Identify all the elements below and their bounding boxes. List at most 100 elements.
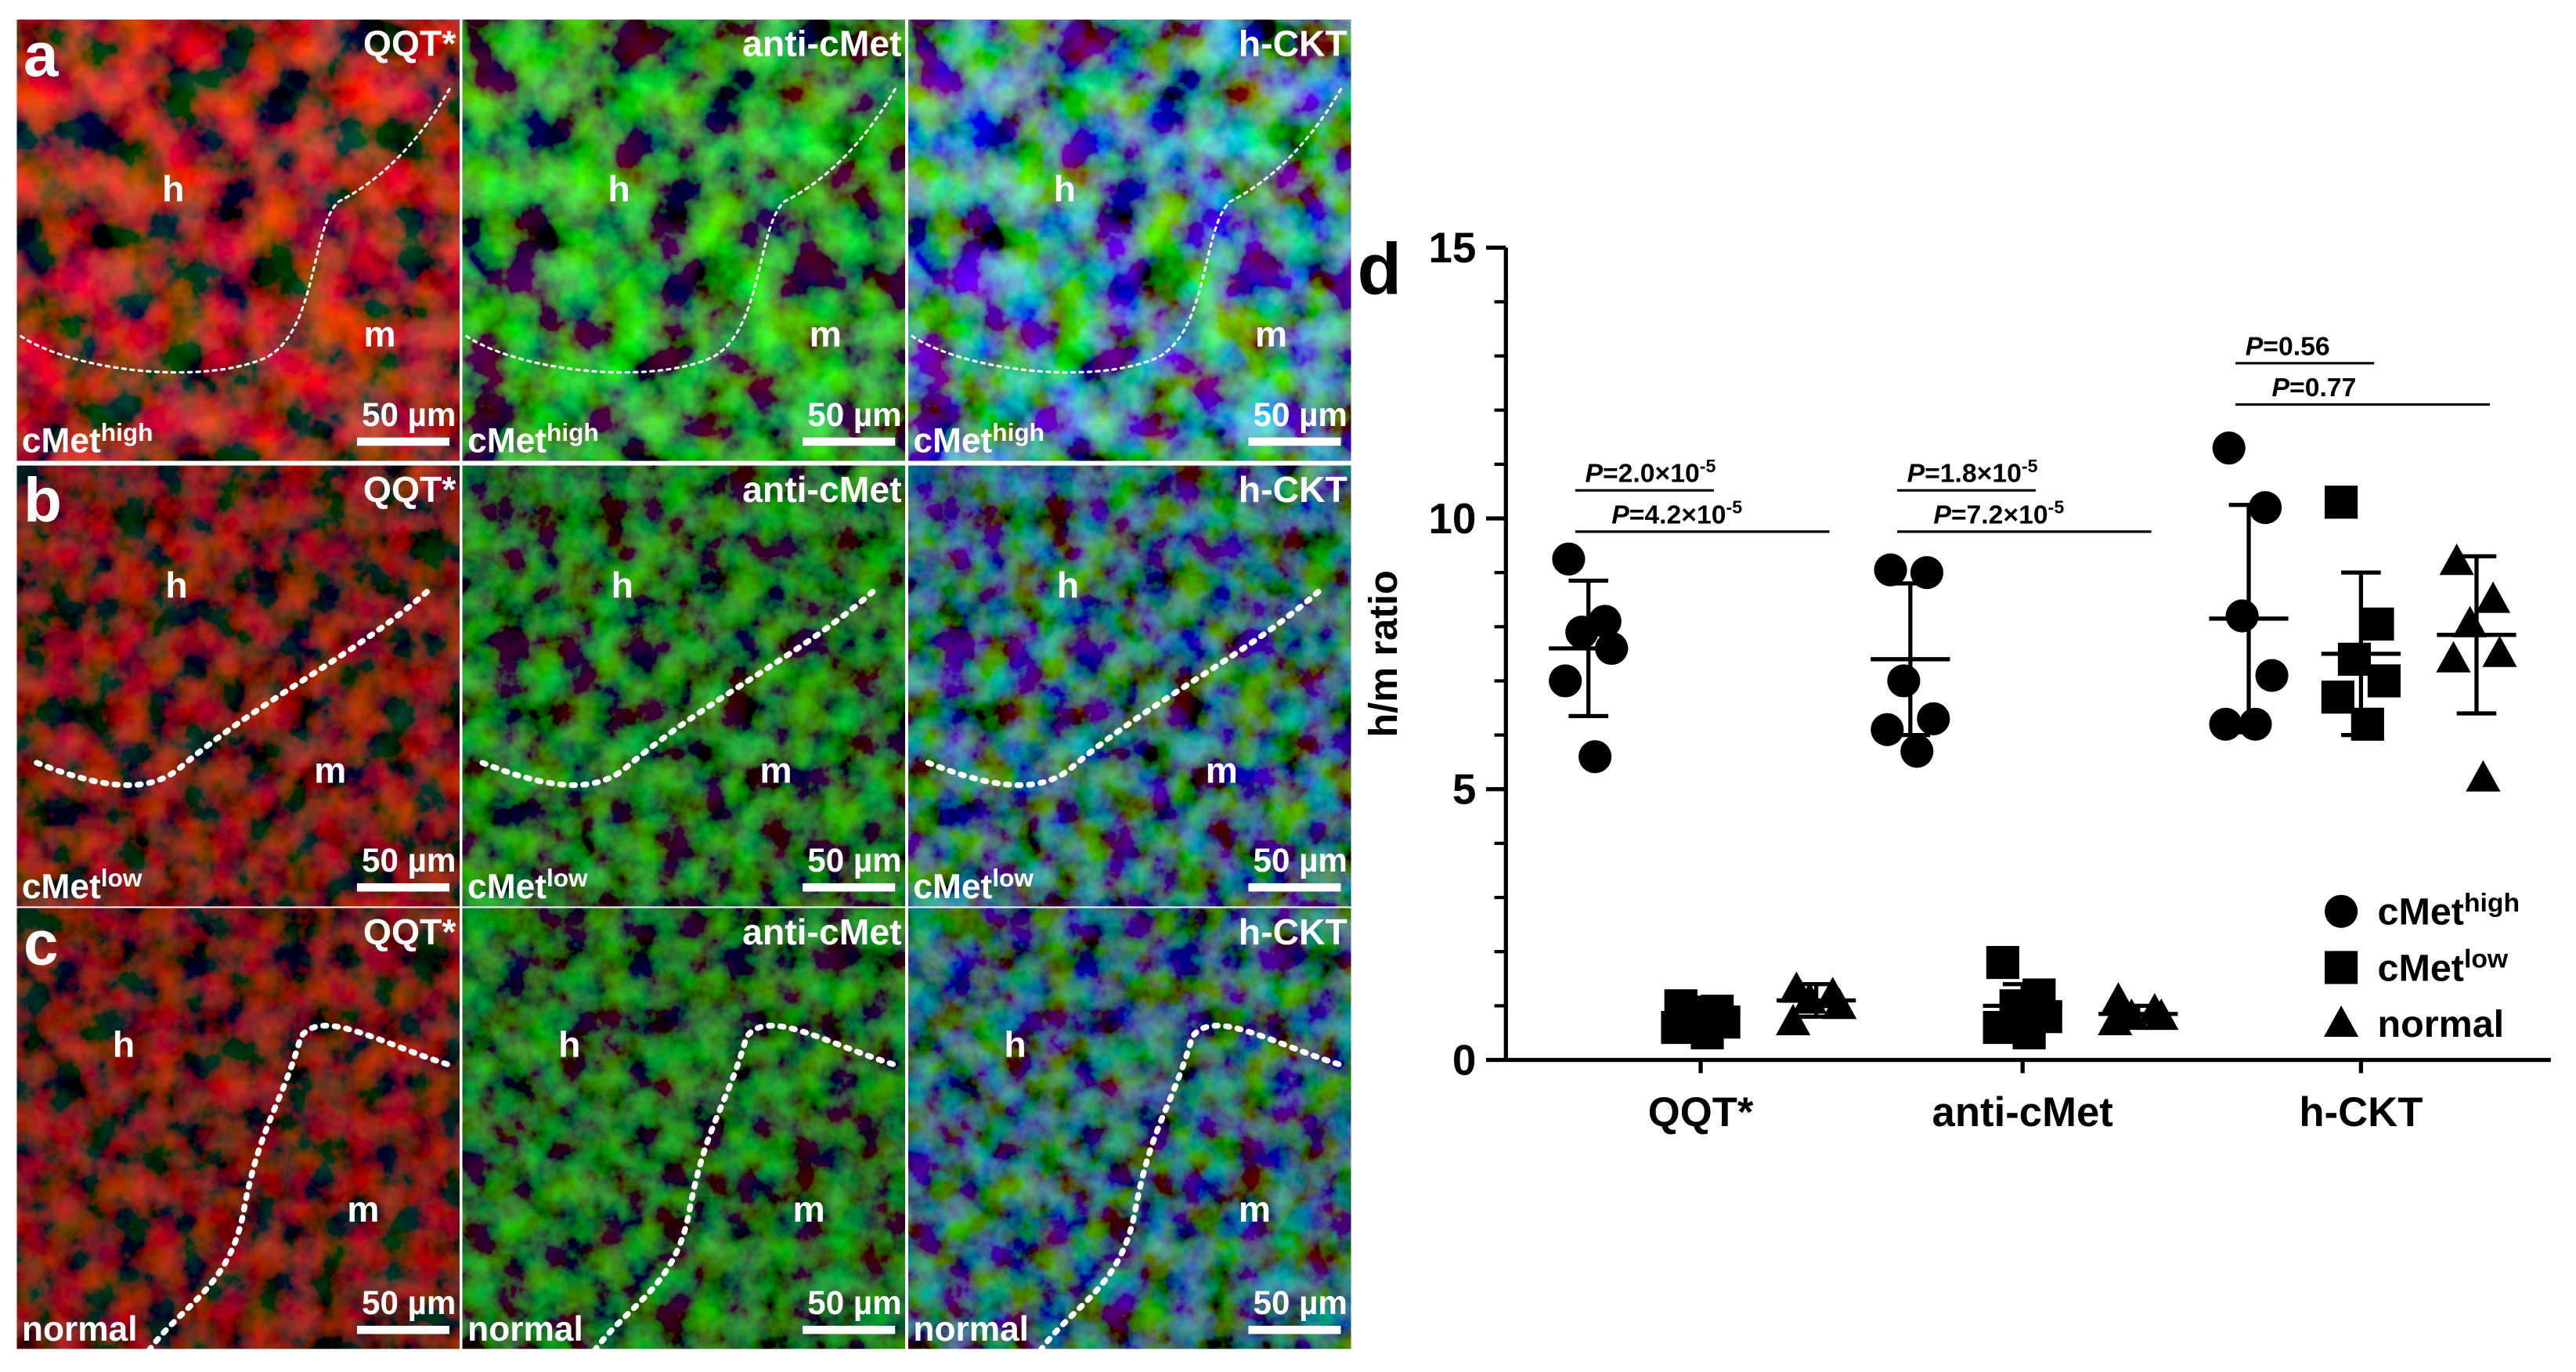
p-exponent: -5	[2048, 497, 2065, 518]
region-label: h	[608, 168, 630, 209]
condition-sup: low	[101, 864, 143, 892]
scale-bar	[356, 883, 449, 892]
region-label: m	[1255, 314, 1287, 355]
x-tick-label: anti-cMet	[1932, 1089, 2113, 1136]
y-tick-label: 15	[1428, 223, 1476, 272]
legend-text: cMet	[2377, 891, 2463, 933]
condition-text: cMet	[22, 422, 101, 460]
stain-label: QQT*	[363, 912, 456, 952]
point	[2337, 642, 2372, 676]
p-text: =4.2×10	[1629, 500, 1726, 529]
condition-label: normal	[467, 1310, 583, 1349]
point	[2098, 1003, 2133, 1035]
point	[1917, 702, 1950, 735]
condition-label: cMetlow	[22, 864, 143, 906]
condition-label: cMethigh	[22, 418, 153, 460]
stain-label: anti-cMet	[742, 912, 902, 952]
p-text: =2.0×10	[1603, 459, 1700, 489]
scale-bar-label: 50 µm	[807, 396, 901, 433]
point	[1549, 664, 1582, 698]
region-label: h	[1054, 168, 1076, 209]
scale-bar-label: 50 µm	[807, 842, 901, 879]
sd-bar	[1890, 581, 1931, 738]
condition-text: cMet	[467, 868, 547, 906]
legend-text: cMet	[2377, 947, 2463, 989]
x-tick-label: h-CKT	[2299, 1089, 2423, 1136]
region-label: h	[558, 1024, 580, 1064]
micrograph: c QQT* h m normal 50 µm	[16, 907, 460, 1354]
stain-label: h-CKT	[1239, 23, 1348, 64]
micrograph: anti-cMet h m cMetlow 50 µm	[462, 465, 905, 907]
sd-bar	[2228, 503, 2269, 735]
p-text: =7.2×10	[1951, 500, 2048, 529]
stain-label: anti-cMet	[742, 469, 902, 510]
condition-sup: high	[101, 418, 153, 446]
micrograph: anti-cMet h m normal 50 µm	[462, 908, 905, 1354]
region-label: h	[1057, 565, 1079, 605]
stain-label: h-CKT	[1239, 469, 1348, 510]
point	[1565, 616, 1599, 649]
legend-sup: low	[2464, 944, 2509, 973]
point	[2225, 599, 2259, 633]
boundary-line	[907, 88, 1343, 374]
p-text: =0.77	[2289, 373, 2356, 403]
scale-bar	[1248, 437, 1341, 446]
point	[2475, 581, 2511, 613]
p-value: P=0.77	[2272, 373, 2357, 403]
condition-sup: high	[992, 418, 1044, 446]
p-value: P=0.56	[2246, 331, 2330, 361]
point	[2436, 641, 2471, 673]
condition-label: cMetlow	[467, 864, 588, 906]
p-symbol: P	[1933, 500, 1951, 529]
point	[2325, 486, 2358, 519]
region-label: m	[793, 1189, 825, 1229]
panel-letter: c	[23, 907, 59, 977]
region-label: h	[1004, 1024, 1026, 1064]
point	[2439, 543, 2474, 576]
legend-label: normal	[2377, 1003, 2504, 1045]
point	[1874, 553, 1907, 587]
p-value: P=2.0×10-5	[1585, 456, 1716, 489]
micrograph-image	[462, 465, 905, 907]
p-symbol: P	[1907, 459, 1925, 489]
region-label: h	[162, 168, 184, 209]
scale-bar	[803, 1325, 896, 1334]
stain-label: h-CKT	[1239, 912, 1348, 952]
point	[1578, 740, 1612, 774]
point	[1776, 1003, 1811, 1035]
micrograph-image	[16, 465, 460, 907]
point	[2361, 607, 2394, 641]
micrograph: h-CKT h m cMethigh 50 µm	[907, 20, 1351, 461]
sd-bar	[2002, 982, 2043, 1030]
condition-text: normal	[467, 1310, 583, 1349]
condition-text: normal	[913, 1310, 1029, 1349]
p-exponent: -5	[1700, 456, 1716, 476]
region-label: m	[810, 314, 842, 355]
condition-sup: low	[547, 864, 588, 892]
micrograph-image	[908, 20, 1351, 461]
legend-sup: high	[2464, 888, 2520, 918]
micrograph-image	[908, 908, 1351, 1349]
region-label: h	[165, 565, 187, 605]
micrograph: h-CKT h m normal 50 µm	[908, 908, 1351, 1354]
point	[2209, 707, 2242, 741]
condition-label: normal	[913, 1310, 1029, 1349]
scale-bar	[803, 437, 896, 446]
point	[2239, 707, 2272, 741]
condition-text: cMet	[913, 422, 992, 460]
p-text: =0.56	[2263, 331, 2329, 361]
point	[2212, 431, 2246, 465]
point	[1871, 713, 1904, 746]
point	[2012, 1016, 2046, 1050]
condition-sup: high	[547, 418, 599, 446]
point	[2255, 659, 2289, 692]
p-symbol: P	[2246, 331, 2264, 361]
p-value: P=1.8×10-5	[1907, 456, 2038, 489]
sd-bar	[1680, 995, 1721, 1033]
point	[2321, 681, 2354, 714]
point	[2482, 635, 2517, 667]
scale-bar	[1248, 883, 1341, 892]
sd-bar	[2341, 570, 2381, 738]
